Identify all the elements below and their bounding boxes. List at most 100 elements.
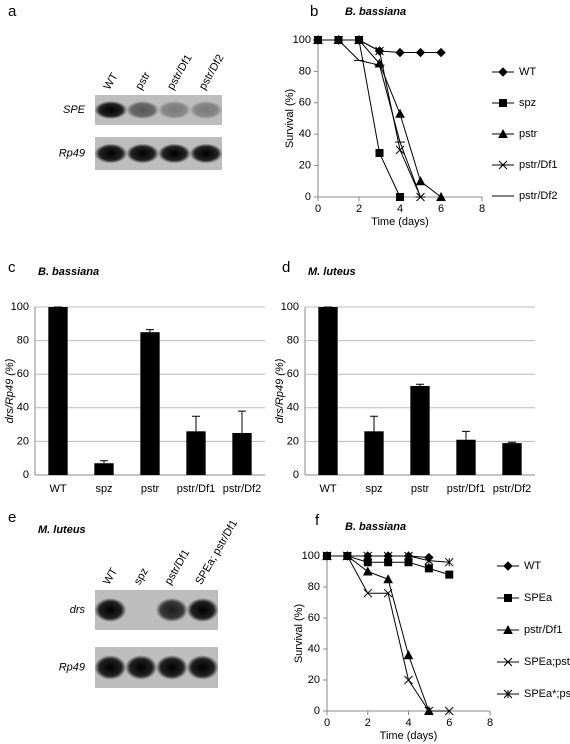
legend-marker: [503, 624, 513, 634]
data-point: [415, 176, 426, 186]
chart-title: B. bassiana: [345, 521, 406, 533]
bar: [410, 385, 430, 475]
blot-band: [157, 101, 191, 119]
data-point: [424, 706, 434, 716]
x-tick-label: pstr/Df1: [177, 483, 216, 495]
blot-band: [189, 101, 223, 119]
lane-label: pstr/Df2: [197, 53, 227, 92]
data-point: [436, 47, 446, 58]
legend-marker: [498, 67, 508, 77]
bar: [318, 307, 338, 475]
legend-label: spz: [519, 97, 536, 109]
data-point: [322, 551, 332, 561]
bar: [94, 463, 114, 475]
lane-label: WT: [101, 566, 120, 587]
blot-band: [94, 101, 128, 119]
blot-band: [155, 655, 188, 680]
lane-label: pstr: [133, 70, 153, 92]
error-bar: [508, 441, 516, 444]
y-tick-label: 0: [305, 191, 311, 203]
data-point: [383, 551, 393, 561]
legend-label: SPEa*;pstr/Df1: [524, 688, 570, 700]
data-point: [404, 675, 413, 685]
blot-band: [155, 598, 188, 622]
y-tick-label: 100: [281, 301, 299, 313]
lane-label: pstr/Df1: [165, 53, 195, 92]
y-tick-label: 80: [287, 335, 299, 347]
x-tick-label: pstr: [411, 483, 430, 495]
y-axis-label: drs/Rp49 (%): [4, 358, 16, 423]
x-tick-label: 2: [356, 203, 362, 215]
data-point: [362, 566, 373, 576]
x-tick-label: 6: [446, 717, 452, 729]
data-point: [444, 557, 454, 567]
x-tick-label: spz: [95, 483, 112, 495]
chart-title: B. bassiana: [38, 266, 99, 278]
blot-band: [186, 598, 219, 622]
y-tick-label: 40: [299, 128, 311, 140]
y-tick-label: 0: [23, 469, 29, 481]
data-point: [424, 564, 433, 573]
y-axis-label: Survival (%): [284, 89, 296, 148]
error-bar: [146, 329, 154, 333]
lane-label: spz: [132, 566, 151, 587]
legend-label: WT: [519, 66, 536, 78]
chart-title: B. bassiana: [345, 6, 406, 18]
data-point: [396, 193, 404, 201]
x-tick-label: 4: [405, 717, 411, 729]
legend-marker: [503, 657, 513, 667]
bar: [364, 431, 384, 475]
legend-label: pstr/Df1: [524, 624, 563, 636]
bar: [140, 332, 160, 475]
blot-band: [94, 598, 127, 622]
panel-letter: c: [8, 259, 16, 276]
panel-letter: d: [282, 259, 290, 276]
x-tick-label: 2: [365, 717, 371, 729]
x-axis-label: Time (days): [380, 730, 438, 742]
x-tick-label: pstr/Df2: [223, 483, 262, 495]
blot-band: [94, 143, 128, 164]
y-tick-label: 0: [314, 705, 320, 717]
x-tick-label: pstr/Df1: [447, 483, 486, 495]
data-point: [375, 46, 384, 56]
panel-letter: f: [315, 512, 320, 529]
lane-label: SPEa; pstr/Df1: [193, 518, 240, 587]
data-point: [415, 47, 426, 58]
data-point: [375, 149, 384, 158]
y-tick-label: 40: [17, 402, 29, 414]
blot-band: [157, 143, 191, 164]
y-tick-label: 100: [302, 550, 320, 562]
y-tick-label: 0: [293, 469, 299, 481]
y-tick-label: 40: [287, 402, 299, 414]
panel-title: M. luteus: [38, 524, 86, 536]
panel-letter: b: [310, 3, 318, 20]
legend-label: pstr/Df2: [519, 190, 558, 202]
legend-marker: [498, 160, 508, 170]
series-line: [318, 39, 401, 198]
data-point: [404, 558, 413, 567]
row-label: Rp49: [59, 147, 85, 159]
x-tick-label: 4: [397, 203, 403, 215]
x-axis-label: Time (days): [371, 216, 429, 228]
bar: [48, 307, 68, 475]
y-tick-label: 60: [308, 612, 320, 624]
y-axis-label: Survival (%): [293, 604, 305, 663]
data-point: [444, 706, 454, 716]
error-bar: [462, 430, 470, 440]
blot-band: [126, 101, 160, 119]
y-tick-label: 40: [308, 643, 320, 655]
y-tick-label: 100: [293, 34, 311, 46]
chart-title: M. luteus: [308, 266, 356, 278]
data-point: [383, 588, 393, 598]
series-line: [318, 39, 421, 198]
y-tick-label: 20: [308, 674, 320, 686]
series-line: [318, 39, 421, 198]
bar: [502, 443, 522, 475]
row-label: Rp49: [59, 661, 85, 673]
error-bar: [370, 415, 378, 432]
data-point: [343, 551, 352, 561]
lane-label: pstr/Df1: [163, 548, 193, 587]
blot-band: [126, 143, 160, 164]
legend-marker: [503, 689, 513, 699]
data-point: [436, 191, 446, 201]
